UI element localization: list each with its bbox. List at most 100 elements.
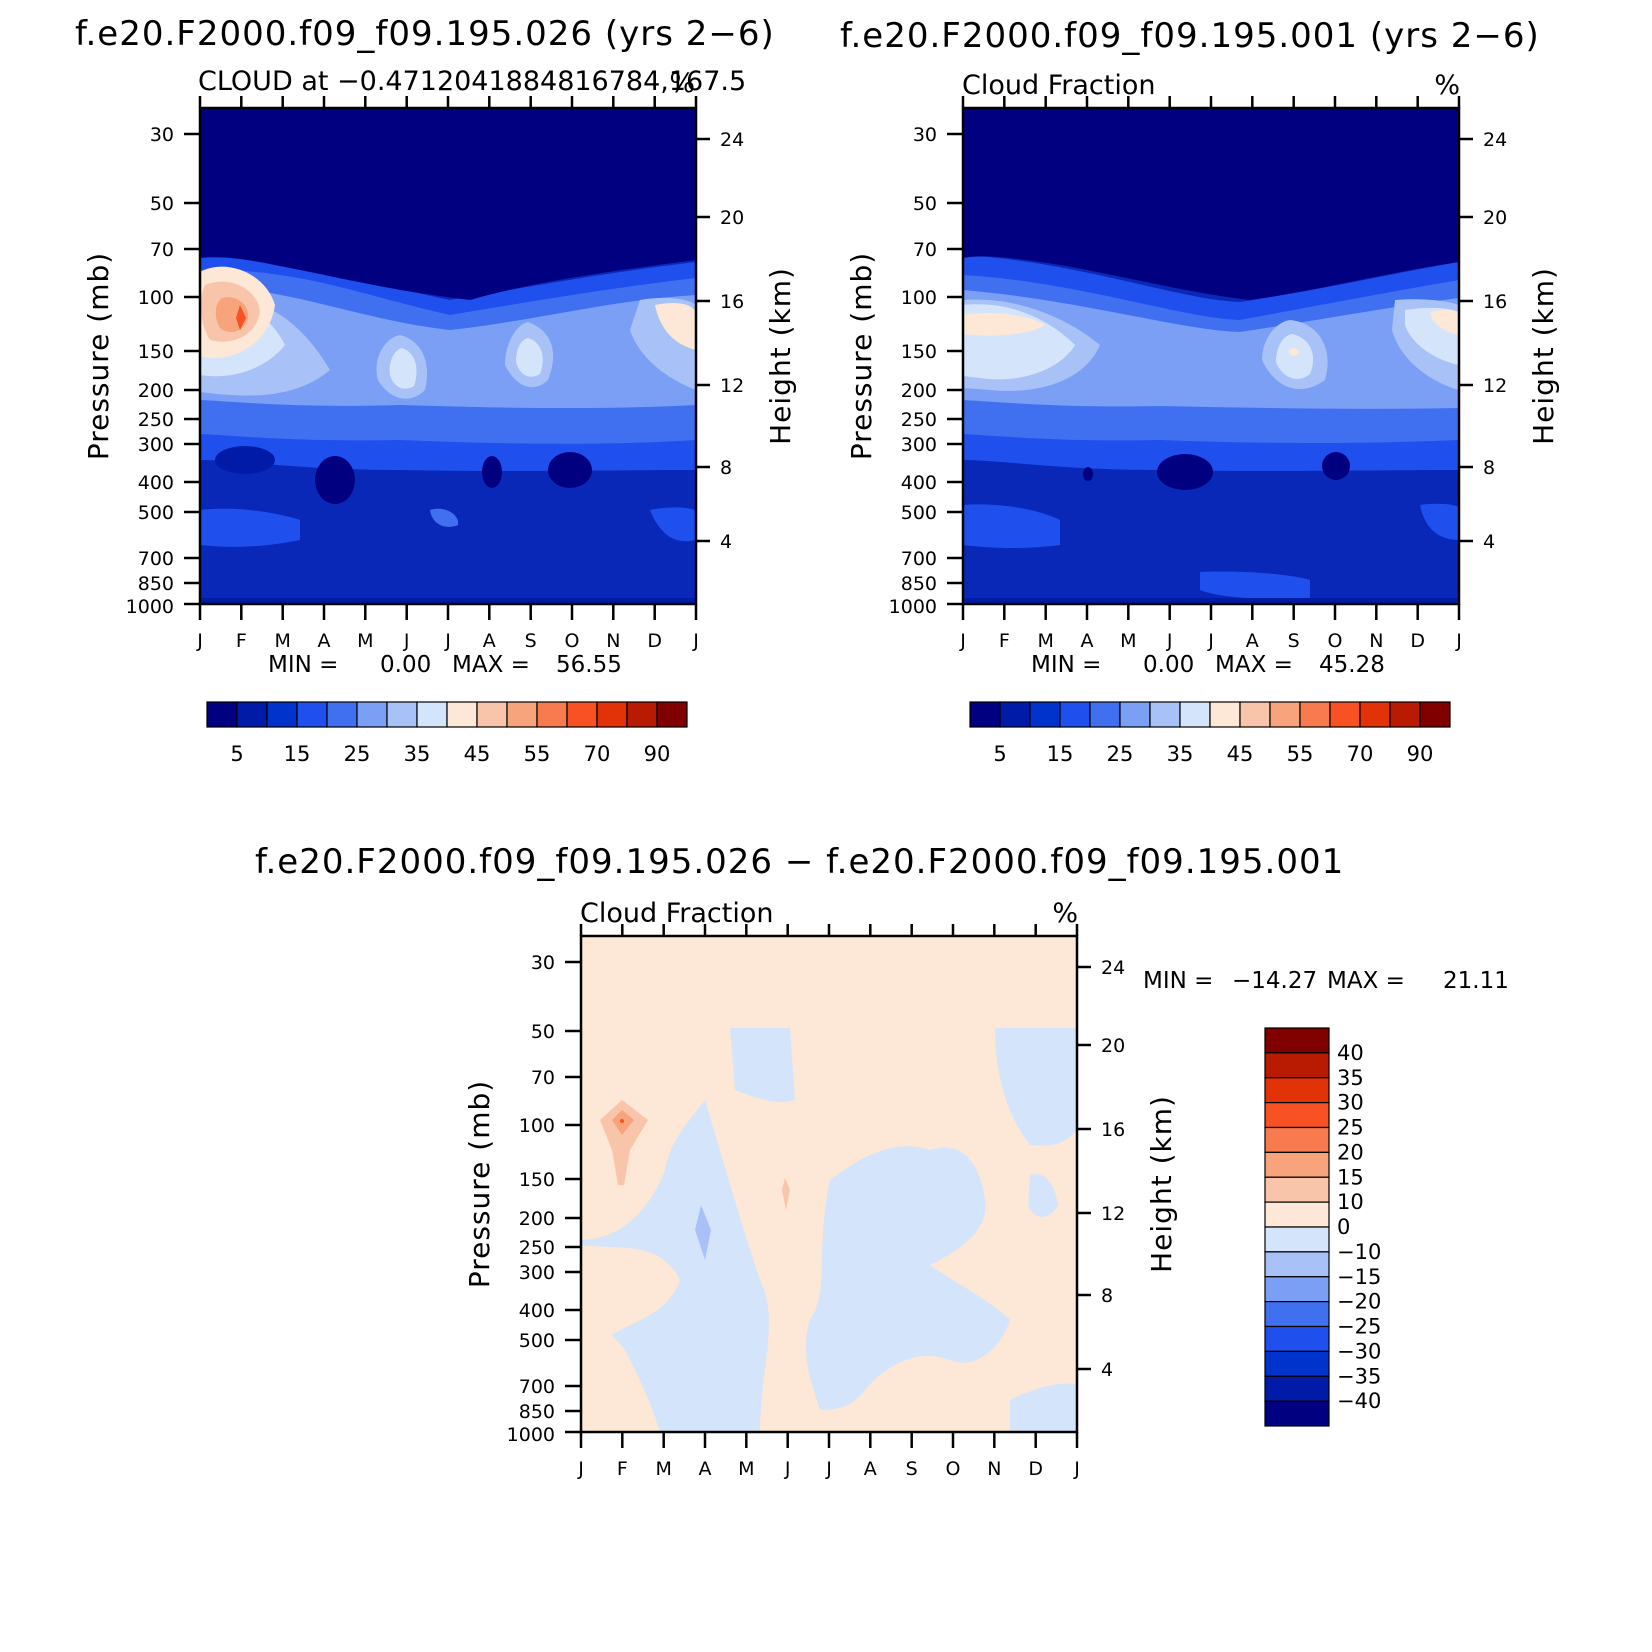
- panel-a-ytick-30: 30: [150, 124, 174, 146]
- panel-a-max-label: MAX =: [452, 652, 530, 678]
- panel-a-warm-4: [236, 305, 246, 330]
- panel-b-pocket-3: [1083, 467, 1093, 481]
- panel-diff-title: f.e20.F2000.f09_f09.195.026 − f.e20.F200…: [255, 842, 1344, 882]
- panel-a-min-label: MIN =: [268, 652, 338, 678]
- panel-b-max-value: 45.28: [1319, 652, 1385, 678]
- panel-a-warm-5: [655, 303, 696, 350]
- panel-b-lower-band-1: [963, 504, 1060, 549]
- panel-b-ytick-850: 850: [901, 573, 937, 595]
- panel-a-xtick-12: J: [692, 630, 699, 652]
- cbB-swatch-1: [999, 701, 1031, 728]
- panel-a-x-ticks: J F M A M J J A S O N D J: [196, 630, 699, 652]
- panel-diff-y-tickmarks: [565, 960, 581, 1434]
- panel-a-xtick-8: S: [525, 630, 537, 652]
- panel-diff-ytick-250: 250: [519, 1237, 555, 1259]
- panel-diff-ytick-500: 500: [519, 1330, 555, 1352]
- panel-diff-y2tick-8: 8: [1101, 1285, 1113, 1307]
- panel-b-y2tick-12: 12: [1483, 375, 1507, 397]
- panel-b-xtick-12: J: [1455, 630, 1462, 652]
- cbC-label-12: −30: [1337, 1339, 1381, 1363]
- cbA-swatch-5: [356, 701, 388, 728]
- cbA-label-3: 35: [404, 742, 431, 766]
- cbB-swatch-8: [1209, 701, 1241, 728]
- panel-b-ytick-400: 400: [901, 472, 937, 494]
- panel-a-min-value: 0.00: [380, 652, 431, 678]
- cbA-swatch-8: [446, 701, 478, 728]
- cbC-swatch-11: [1264, 1301, 1330, 1328]
- panel-diff-max-value: 21.11: [1443, 968, 1509, 994]
- panel-b-y2tick-16: 16: [1483, 291, 1507, 313]
- panel-diff-contour-field: [581, 936, 1077, 1432]
- panel-a-fill-band-3: [200, 285, 696, 409]
- cbC-label-10: −20: [1337, 1290, 1381, 1314]
- panel-b-y2tick-8: 8: [1483, 457, 1495, 479]
- panel-b-ytick-50: 50: [913, 193, 937, 215]
- panel-a-ytick-70: 70: [150, 239, 174, 261]
- panel-b-xtick-2: M: [1037, 630, 1053, 652]
- cbA-label-2: 25: [344, 742, 371, 766]
- panel-b-ylabel: Pressure (mb): [845, 252, 878, 460]
- cbC-label-0: 40: [1337, 1041, 1364, 1065]
- panel-b-warm-1: [963, 313, 1045, 336]
- panel-a-pocket-2: [548, 452, 592, 488]
- panel-a-ytick-200: 200: [138, 380, 174, 402]
- panel-diff-xtick-2: M: [655, 1458, 671, 1480]
- panel-b-xtick-0: J: [959, 630, 966, 652]
- panel-a-ytick-300: 300: [138, 434, 174, 456]
- cbC-swatch-1: [1264, 1052, 1330, 1079]
- panel-b-contour-field: [963, 108, 1459, 604]
- cbC-swatch-13: [1264, 1350, 1330, 1377]
- cbB-swatch-15: [1419, 701, 1451, 728]
- panel-b-xtick-7: A: [1246, 630, 1259, 652]
- panel-b-y-tickmarks: [947, 132, 963, 606]
- cbB-label-5: 55: [1287, 742, 1314, 766]
- panel-diff-y2-ticks: 24 20 16 12 8 4: [1101, 957, 1125, 1381]
- panel-diff-neg-peak: [695, 1205, 711, 1260]
- panel-diff-ytick-300: 300: [519, 1262, 555, 1284]
- cbC-swatch-7: [1264, 1201, 1330, 1228]
- panel-b-y-ticks: 30 50 70 100 150 200 250 300 400 500 700…: [889, 124, 937, 618]
- panel-diff-pos-peak-4: [782, 1178, 790, 1210]
- cbA-swatch-0: [206, 701, 238, 728]
- cbB-swatch-3: [1059, 701, 1091, 728]
- cbB-swatch-7: [1179, 701, 1211, 728]
- panel-a-pocket-1: [315, 456, 355, 504]
- cbA-swatch-10: [506, 701, 538, 728]
- panel-diff-xtick-7: A: [864, 1458, 877, 1480]
- panel-diff-subtitle: Cloud Fraction: [580, 898, 773, 929]
- panel-b-ytick-150: 150: [901, 341, 937, 363]
- panel-a-xtick-4: M: [357, 630, 373, 652]
- panel-diff-ytick-400: 400: [519, 1300, 555, 1322]
- panel-b-fill-band-3: [963, 290, 1459, 409]
- panel-b-warm-2: [1430, 309, 1459, 335]
- cbC-swatch-6: [1264, 1176, 1330, 1203]
- panel-b-max-label: MAX =: [1215, 652, 1293, 678]
- panel-a-title: f.e20.F2000.f09_f09.195.026 (yrs 2−6): [75, 14, 775, 54]
- panel-diff-min-value: −14.27: [1232, 968, 1317, 994]
- panel-b-fill-surface: [963, 598, 1459, 604]
- panel-a-pocket-3: [482, 456, 502, 488]
- cbC-swatch-4: [1264, 1126, 1330, 1153]
- panel-diff-ylabel-right: Height (km): [1145, 1095, 1178, 1273]
- panel-a-y-tickmarks: [184, 132, 200, 606]
- panel-diff-neg-region-2: [730, 1028, 795, 1102]
- panel-a-blob-4: [516, 338, 543, 377]
- panel-a-lower-band-2: [430, 508, 459, 527]
- cbC-label-6: 10: [1337, 1190, 1364, 1214]
- panel-b-y2tick-20: 20: [1483, 207, 1507, 229]
- panel-b-ylabel-right: Height (km): [1527, 267, 1560, 445]
- panel-a-xtick-11: D: [647, 630, 662, 652]
- panel-b-ytick-250: 250: [901, 409, 937, 431]
- cbA-swatch-14: [626, 701, 658, 728]
- panel-diff-neg-region-6: [1028, 1174, 1058, 1218]
- cbC-label-1: 35: [1337, 1066, 1364, 1090]
- panel-b-y2tick-4: 4: [1483, 531, 1495, 553]
- panel-diff-y2tick-16: 16: [1101, 1119, 1125, 1141]
- cbC-label-4: 20: [1337, 1140, 1364, 1164]
- panel-a-xtick-6: J: [444, 630, 451, 652]
- panel-b-units: %: [1434, 70, 1460, 101]
- panel-b-title: f.e20.F2000.f09_f09.195.001 (yrs 2−6): [840, 16, 1540, 56]
- panel-a-pocket-4: [215, 446, 275, 474]
- panel-a-ytick-50: 50: [150, 193, 174, 215]
